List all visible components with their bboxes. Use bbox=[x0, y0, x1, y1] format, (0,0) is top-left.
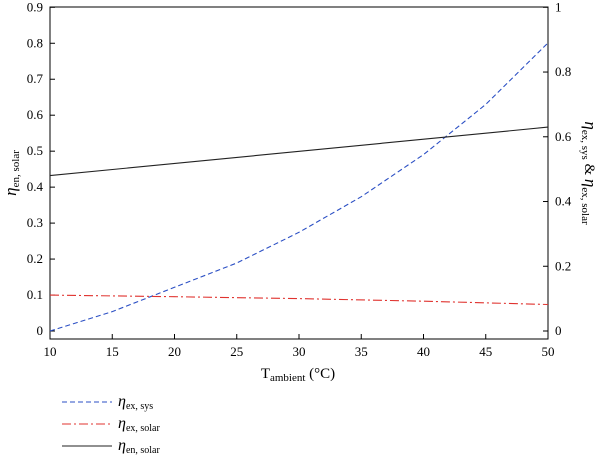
y-left-tick-label: 0.8 bbox=[27, 35, 43, 50]
x-axis-title-sub: ambient bbox=[270, 372, 305, 384]
y-right-tick-label: 0 bbox=[555, 323, 562, 338]
y-left-title-sub: en, solar bbox=[10, 150, 22, 188]
legend-label: ηen, solar bbox=[118, 437, 160, 456]
y-right-tick-label: 0.6 bbox=[555, 129, 572, 144]
y-right-tick-label: 0.2 bbox=[555, 258, 571, 273]
plot-frame bbox=[49, 6, 549, 340]
x-tick-label: 50 bbox=[542, 344, 555, 359]
legend-label-main: η bbox=[118, 393, 126, 410]
y-right-title-amp: & bbox=[581, 160, 597, 179]
y-right-axis-ticks: 0 0.2 0.4 0.6 0.8 1 bbox=[543, 0, 572, 338]
y-left-tick-label: 0.6 bbox=[27, 107, 44, 122]
series-lines bbox=[49, 42, 549, 332]
y-left-tick-label: 0.4 bbox=[27, 179, 44, 194]
x-tick-label: 20 bbox=[168, 344, 181, 359]
y-left-tick-label: 0.2 bbox=[27, 251, 43, 266]
x-axis-title-main: T bbox=[261, 366, 270, 382]
y-right-title-sub2: ex, solar bbox=[579, 187, 591, 225]
x-tick-label: 45 bbox=[479, 344, 492, 359]
y-left-tick-label: 0.3 bbox=[27, 215, 43, 230]
x-tick-label: 15 bbox=[106, 344, 119, 359]
series-line bbox=[49, 294, 549, 306]
legend-label: ηex, solar bbox=[118, 415, 160, 434]
y-right-tick-label: 0.4 bbox=[555, 194, 572, 209]
x-tick-label: 35 bbox=[355, 344, 368, 359]
y-right-axis-title: ηex, sys & ηex, solar bbox=[579, 121, 600, 225]
y-left-axis-title: ηen, solar bbox=[1, 150, 22, 196]
y-right-title-sub1: ex, sys bbox=[579, 130, 591, 160]
x-axis-ticks: 10 15 20 25 30 35 40 45 50 bbox=[44, 334, 555, 359]
legend-label-main: η bbox=[118, 415, 126, 432]
legend-label-sub: ex, sys bbox=[126, 401, 153, 412]
legend-label-sub: ex, solar bbox=[126, 423, 161, 434]
y-right-title-main1: η bbox=[581, 121, 600, 129]
y-left-axis-ticks: 0 0.1 0.2 0.3 0.4 0.5 0.6 0.7 0.8 0.9 bbox=[27, 0, 55, 338]
y-right-tick-label: 0.8 bbox=[555, 64, 571, 79]
y-right-tick-label: 1 bbox=[555, 0, 562, 14]
x-tick-label: 30 bbox=[293, 344, 306, 359]
x-tick-label: 40 bbox=[417, 344, 430, 359]
series-line bbox=[49, 42, 549, 332]
y-left-tick-label: 0.9 bbox=[27, 0, 43, 14]
y-left-tick-label: 0.1 bbox=[27, 287, 43, 302]
x-tick-label: 10 bbox=[44, 344, 57, 359]
legend-label-sub: en, solar bbox=[126, 445, 161, 456]
x-axis-title-unit: (°C) bbox=[305, 366, 335, 382]
y-left-tick-label: 0.5 bbox=[27, 143, 43, 158]
y-left-tick-label: 0 bbox=[37, 323, 44, 338]
y-left-tick-label: 0.7 bbox=[27, 71, 44, 86]
x-axis-title: Tambient (°C) bbox=[261, 366, 335, 384]
y-left-title-main: η bbox=[1, 187, 20, 195]
series-line bbox=[49, 126, 549, 177]
y-right-title-main2: η bbox=[581, 179, 600, 187]
x-tick-label: 25 bbox=[230, 344, 243, 359]
legend-label-main: η bbox=[118, 437, 126, 454]
legend-label: ηex, sys bbox=[118, 393, 153, 412]
